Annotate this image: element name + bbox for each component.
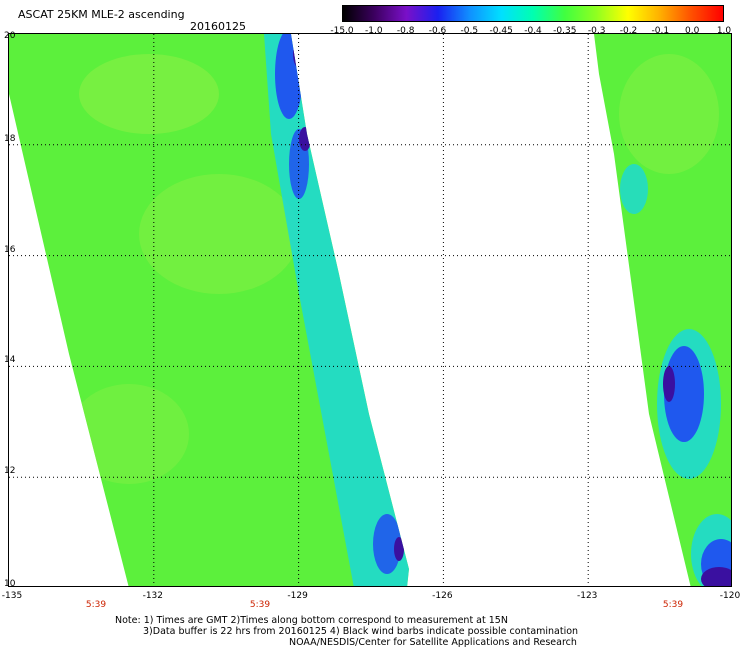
swath-map (8, 33, 732, 587)
swath-edge-indigo (299, 127, 311, 151)
pass-time-label: 5:39 (85, 600, 107, 610)
latitude-label: 18 (4, 133, 16, 144)
longitude-label: -123 (576, 591, 598, 601)
latitude-label: 14 (4, 355, 16, 366)
colorbar-gradient (343, 6, 723, 21)
product-title: ASCAT 25KM MLE-2 ascending (18, 8, 185, 21)
swath-map-canvas (9, 34, 731, 586)
colorbar-label: -0.1 (651, 26, 670, 36)
longitude-label: -129 (287, 591, 308, 601)
latitude-label: 10 (4, 579, 16, 589)
colorbar-label: -0.8 (396, 26, 415, 36)
swath-patch (139, 174, 299, 294)
colorbar-label: -0.2 (619, 26, 638, 36)
longitude-label: -126 (432, 591, 453, 601)
colorbar-label: -1.0 (365, 26, 383, 36)
swath-patch (69, 384, 189, 484)
swath-patch (619, 54, 719, 174)
pass-time-label: 5:39 (662, 600, 684, 610)
swath-edge-indigo (701, 567, 731, 586)
note-line-1: Note: 1) Times are GMT 2)Times along bot… (115, 615, 508, 626)
longitude-label: -135 (1, 591, 23, 601)
pass-time-label: 5:39 (249, 600, 271, 610)
colorbar (342, 5, 724, 22)
longitude-label: -132 (142, 591, 164, 601)
latitude-label: 12 (4, 466, 16, 477)
note-line-3: NOAA/NESDIS/Center for Satellite Applica… (289, 637, 577, 648)
colorbar-label: -0.5 (460, 26, 479, 36)
colorbar-label: -0.4 (524, 26, 542, 36)
latitude-label: 16 (4, 244, 16, 255)
colorbar-label: -0.45 (489, 26, 513, 36)
swath-edge-cyan (620, 164, 648, 214)
colorbar-label: -0.35 (553, 26, 577, 36)
swath-edge-blue (664, 346, 704, 442)
note-line-2: 3)Data buffer is 22 hrs from 20160125 4)… (143, 626, 579, 637)
colorbar-label: 1.0 (716, 26, 732, 36)
latitude-label: 20 (4, 31, 16, 41)
swath-patch (79, 54, 219, 134)
colorbar-label: -15.0 (330, 26, 354, 36)
colorbar-label: -0.3 (587, 26, 606, 36)
swath-edge-indigo (394, 537, 404, 561)
swath-edge-blue (373, 514, 401, 574)
colorbar-label: -0.6 (428, 26, 447, 36)
swath-edge-indigo (663, 366, 675, 402)
longitude-label: -120 (719, 591, 740, 601)
product-date: 20160125 (190, 20, 246, 33)
colorbar-label: 0.0 (684, 26, 700, 36)
